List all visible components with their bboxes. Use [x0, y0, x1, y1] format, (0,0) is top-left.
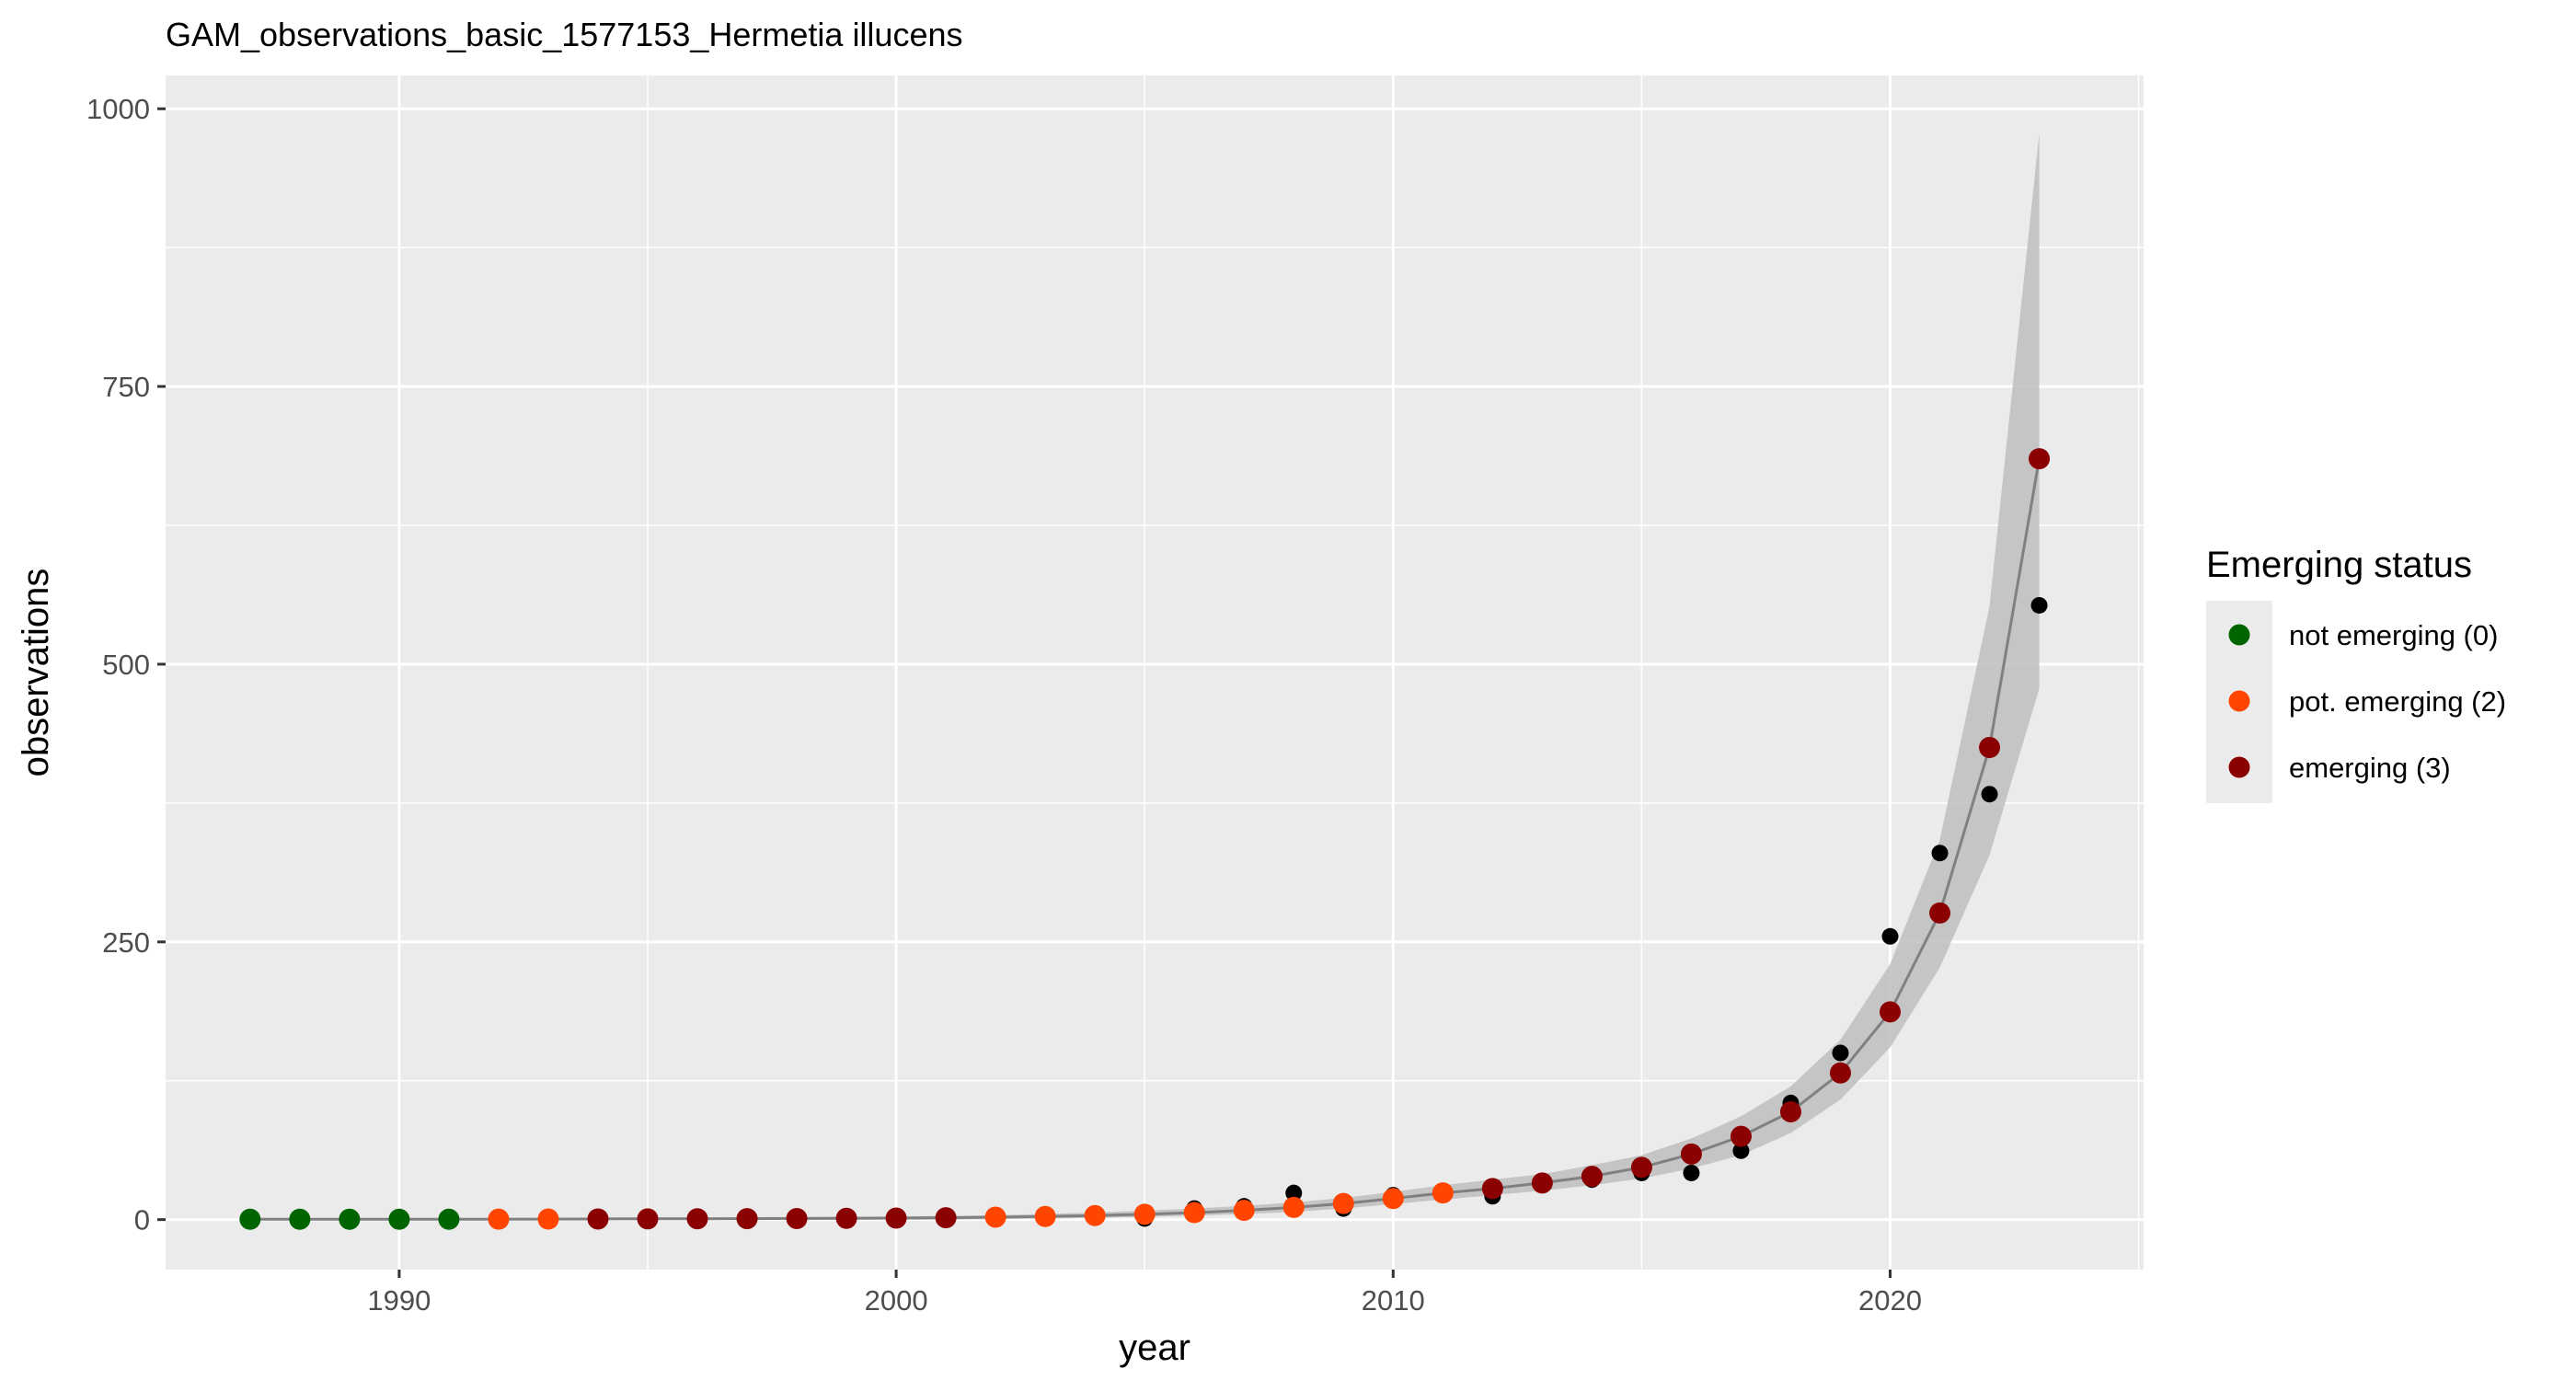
legend-key-2	[2228, 756, 2250, 778]
y-axis: 0 250 500 750 1000	[86, 93, 166, 1236]
status-point	[686, 1208, 708, 1230]
status-point	[2029, 448, 2051, 470]
y-axis-title: observations	[16, 569, 56, 777]
minor-gridlines	[166, 75, 2144, 1270]
status-point	[438, 1208, 460, 1230]
legend-key-1	[2228, 690, 2250, 712]
observed-point	[1981, 786, 1998, 803]
legend-label-2: emerging (3)	[2289, 752, 2451, 784]
x-axis: 1990 2000 2010 2020	[367, 1270, 1922, 1317]
status-point	[935, 1207, 957, 1229]
status-point	[537, 1208, 559, 1230]
observed-point	[1683, 1164, 1700, 1181]
status-point	[1680, 1143, 1702, 1165]
status-point	[885, 1207, 907, 1229]
status-point	[339, 1208, 361, 1230]
chart-title: GAM_observations_basic_1577153_Hermetia …	[166, 16, 963, 53]
status-points-layer	[239, 448, 2051, 1230]
x-axis-title: year	[1119, 1328, 1190, 1368]
observed-point	[1832, 1044, 1849, 1062]
y-tick-label: 250	[102, 926, 150, 959]
status-point	[1730, 1125, 1752, 1147]
status-point	[984, 1206, 1006, 1228]
observed-point	[1285, 1184, 1303, 1202]
observed-point	[1881, 927, 1899, 945]
status-point	[488, 1208, 510, 1230]
status-point	[289, 1208, 311, 1230]
legend-title: Emerging status	[2206, 545, 2472, 585]
x-tick-label: 2010	[1362, 1284, 1425, 1317]
status-point	[1929, 902, 1951, 924]
status-point	[1382, 1188, 1404, 1210]
observed-point	[1732, 1142, 1750, 1159]
status-point	[1183, 1202, 1205, 1224]
status-point	[1779, 1101, 1801, 1123]
status-point	[1233, 1200, 1255, 1222]
legend-entries: not emerging (0) pot. emerging (2) emergin…	[2228, 619, 2506, 784]
status-point	[1531, 1172, 1553, 1194]
x-tick-label: 1990	[367, 1284, 431, 1317]
status-point	[736, 1208, 758, 1230]
y-tick-label: 750	[102, 371, 150, 403]
legend: Emerging status not emerging (0) pot. eme…	[2206, 545, 2506, 803]
x-tick-label: 2020	[1858, 1284, 1922, 1317]
status-point	[1979, 737, 2001, 759]
status-point	[835, 1207, 857, 1229]
x-tick-label: 2000	[865, 1284, 928, 1317]
status-point	[786, 1207, 808, 1229]
status-point	[1133, 1203, 1156, 1225]
plot-area	[166, 75, 2144, 1270]
major-gridlines	[166, 75, 2144, 1270]
status-point	[1332, 1192, 1354, 1214]
status-point	[1282, 1196, 1305, 1218]
status-point	[1879, 1001, 1901, 1023]
status-point	[1034, 1205, 1056, 1227]
y-tick-label: 0	[134, 1204, 150, 1236]
y-tick-label: 500	[102, 649, 150, 681]
status-point	[637, 1208, 659, 1230]
observed-point	[1931, 845, 1949, 862]
status-point	[239, 1208, 261, 1230]
status-point	[1581, 1166, 1603, 1188]
status-point	[1432, 1182, 1454, 1204]
status-point	[1829, 1062, 1851, 1084]
observed-point	[2030, 596, 2048, 614]
legend-label-0: not emerging (0)	[2289, 619, 2498, 651]
y-tick-label: 1000	[86, 93, 150, 125]
legend-key-0	[2228, 624, 2250, 646]
legend-label-1: pot. emerging (2)	[2289, 685, 2506, 718]
status-point	[587, 1208, 609, 1230]
status-point	[1481, 1178, 1503, 1200]
status-point	[1084, 1204, 1106, 1226]
status-point	[388, 1208, 410, 1230]
status-point	[1630, 1156, 1652, 1179]
